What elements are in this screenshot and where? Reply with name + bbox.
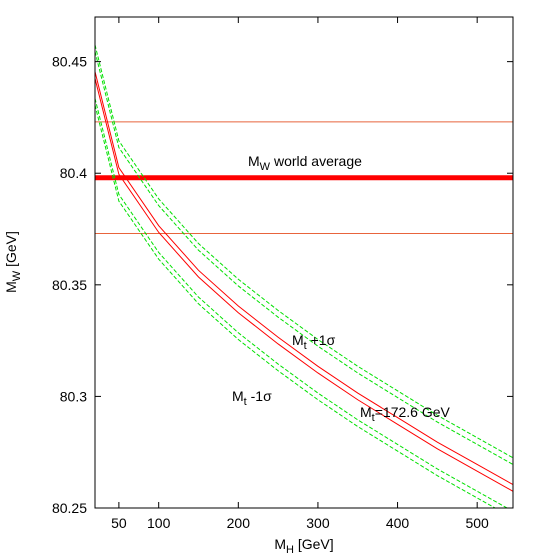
annotation: Mt -1σ xyxy=(232,388,272,408)
annotation-sub: t xyxy=(304,340,307,352)
curve xyxy=(95,44,513,459)
annotation-sub: t xyxy=(244,396,247,408)
y-tick-label: 80.25 xyxy=(52,500,87,516)
curve xyxy=(95,78,513,492)
annotation-main: M xyxy=(292,332,304,348)
y-tick-label: 80.35 xyxy=(52,277,87,293)
annotation-rest: -1σ xyxy=(247,388,272,404)
x-tick-label: 50 xyxy=(111,515,127,531)
annotation-main: M xyxy=(248,153,260,169)
annotation-rest: =172.6 GeV xyxy=(375,404,451,420)
x-axis-label: MH [GeV] xyxy=(274,536,333,554)
annotation-rest: world average xyxy=(270,153,362,169)
curve xyxy=(95,105,497,508)
annotation: Mt +1σ xyxy=(292,332,336,352)
y-axis-label-sub: W xyxy=(11,270,23,281)
curve xyxy=(95,51,513,465)
x-tick-label: 500 xyxy=(465,515,489,531)
y-tick-label: 80.4 xyxy=(60,165,87,181)
x-axis-label-rest: [GeV] xyxy=(294,536,334,552)
y-tick-label: 80.45 xyxy=(52,54,87,70)
y-axis-label-rest: [GeV] xyxy=(3,231,19,271)
annotation-main: M xyxy=(232,388,244,404)
x-tick-label: 300 xyxy=(306,515,330,531)
curve xyxy=(95,98,509,508)
y-axis-label-main: M xyxy=(3,281,19,293)
annotation: Mt=172.6 GeV xyxy=(360,404,451,424)
curve xyxy=(95,71,513,486)
plot-frame xyxy=(94,16,514,509)
x-axis-label-main: M xyxy=(274,536,286,552)
annotation: MW world average xyxy=(248,153,362,173)
x-tick-label: 200 xyxy=(227,515,251,531)
annotation-main: M xyxy=(360,404,372,420)
annotation-sub: W xyxy=(260,161,271,173)
y-axis-label: MW [GeV] xyxy=(3,231,23,293)
y-tick-label: 80.3 xyxy=(60,388,87,404)
annotation-rest: +1σ xyxy=(307,332,336,348)
x-axis-label-sub: H xyxy=(286,544,294,554)
x-tick-label: 400 xyxy=(386,515,410,531)
plot-area xyxy=(95,44,513,508)
x-tick-label: 100 xyxy=(147,515,171,531)
annotation-sub: t xyxy=(372,412,375,424)
